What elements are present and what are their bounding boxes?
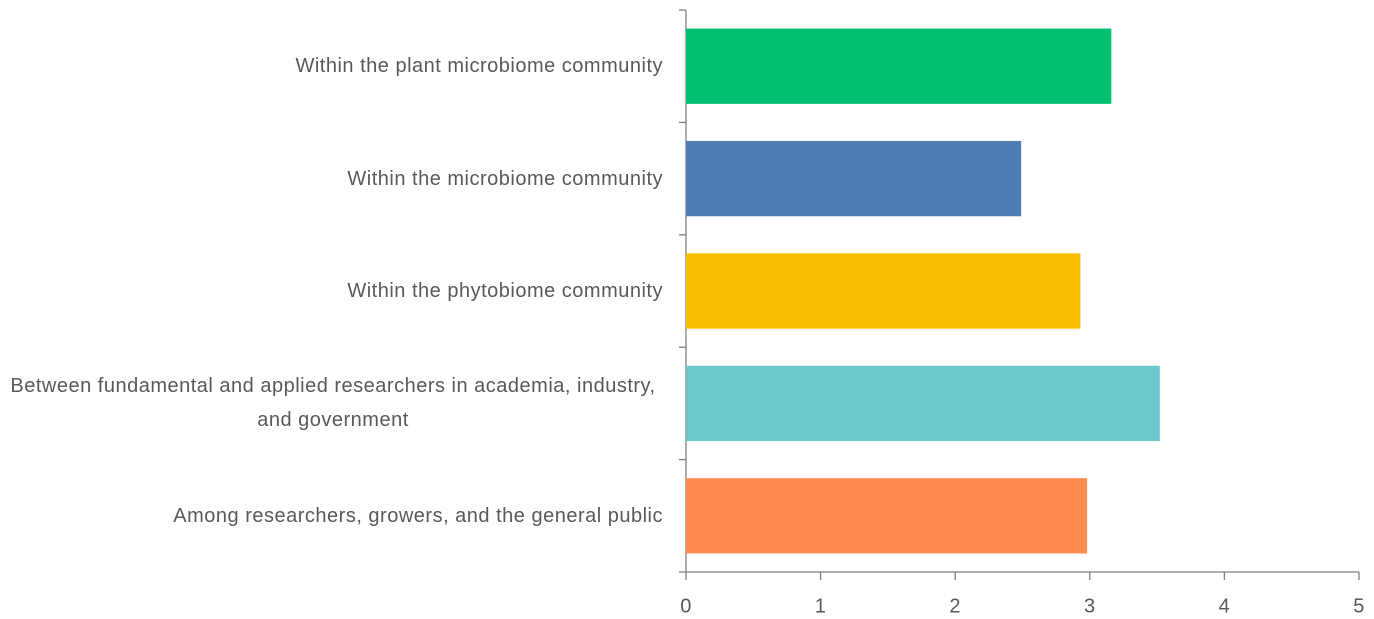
bar: [686, 365, 1160, 442]
bar: [686, 253, 1081, 329]
x-tick-label: 0: [680, 595, 692, 617]
x-tick-label: 3: [1084, 595, 1096, 617]
y-tick-label: Among researchers, growers, and the gene…: [173, 504, 663, 527]
x-tick-label: 1: [815, 595, 827, 617]
y-tick-label: Within the plant microbiome community: [295, 55, 663, 78]
bar: [686, 140, 1022, 217]
bar: [686, 28, 1112, 104]
y-tick-label: Within the microbiome community: [347, 167, 663, 190]
bar: [686, 478, 1088, 554]
x-tick-label: 5: [1353, 595, 1365, 617]
y-tick-label: Within the phytobiome community: [347, 280, 663, 302]
x-tick-label: 2: [949, 595, 961, 617]
x-tick-label: 4: [1219, 595, 1231, 617]
y-tick-label: Between fundamental and applied research…: [10, 375, 656, 432]
